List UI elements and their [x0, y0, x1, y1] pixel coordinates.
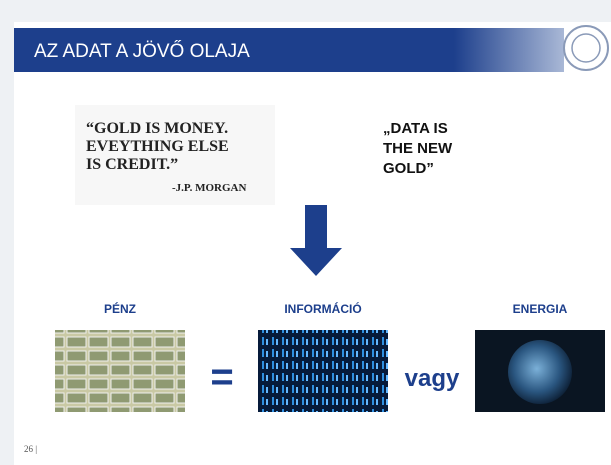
binary-image	[258, 330, 388, 412]
quote-line: “GOLD IS MONEY.	[86, 120, 228, 137]
claim-line: GOLD”	[383, 160, 434, 177]
item-label: PÉNZ	[104, 301, 136, 316]
item-label: ENERGIA	[513, 302, 568, 316]
page: AZ ADAT A JÖVŐ OLAJA “GOLD IS MONEY. EVE…	[0, 0, 611, 465]
page-number: 26 |	[24, 444, 37, 454]
earth	[508, 340, 572, 404]
equals-sign: =	[210, 355, 233, 399]
quote-line: IS CREDIT.”	[86, 156, 178, 173]
money-image	[55, 330, 185, 412]
quote-author: -J.P. MORGAN	[172, 182, 247, 194]
quote-line: EVEYTHING ELSE	[86, 138, 229, 155]
claim-line: THE NEW	[383, 140, 453, 157]
slide-title: AZ ADAT A JÖVŐ OLAJA	[34, 40, 250, 62]
claim-line: „DATA IS	[383, 120, 448, 137]
slide: AZ ADAT A JÖVŐ OLAJA “GOLD IS MONEY. EVE…	[0, 0, 611, 465]
logo	[564, 26, 608, 70]
item-label: INFORMÁCIÓ	[284, 301, 361, 316]
or-word: vagy	[405, 365, 460, 392]
